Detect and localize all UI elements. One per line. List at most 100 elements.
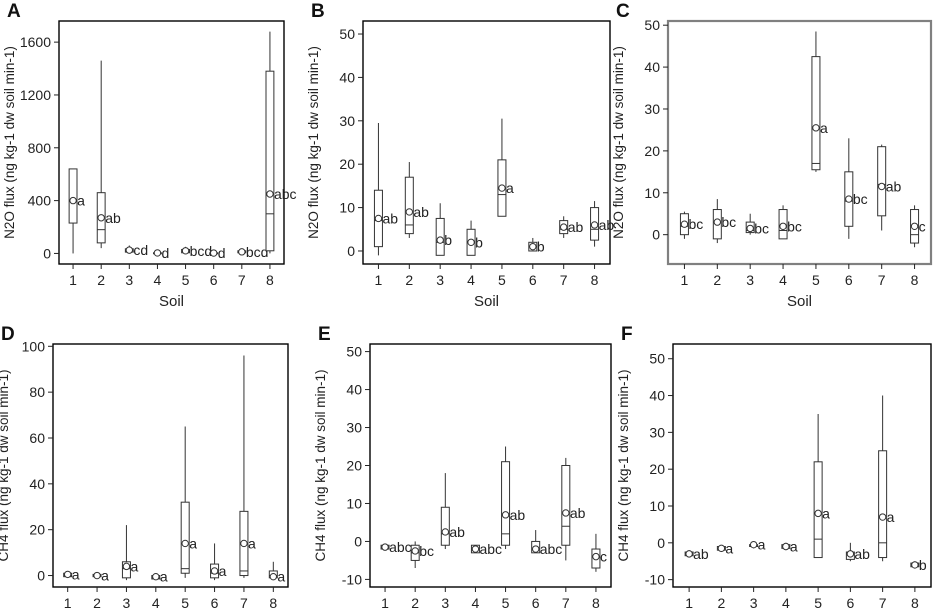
box-mean-marker [266,190,274,198]
box-mean-marker [846,550,855,558]
x-tick-label: 2 [93,595,101,611]
significance-letter: b [919,557,927,573]
significance-letter: cd [133,242,148,258]
y-tick-label: 0 [657,535,665,551]
box-mean-marker [471,545,480,553]
box-mean-marker [562,509,570,517]
box-body [501,461,511,546]
box-mean-marker [97,214,105,222]
significance-letter: abc [274,186,297,202]
significance-letter: b [537,239,545,255]
panel-label-C: C [616,1,630,22]
significance-letter: bc [787,218,802,234]
significance-letter: a [189,535,197,551]
significance-letter: a [790,539,798,555]
x-tick-label: 6 [846,595,854,611]
x-tick-label: 8 [592,595,600,611]
box-mean-marker [559,223,568,231]
significance-letter: abc [389,539,412,555]
significance-letter: ab [693,546,709,562]
x-tick-label: 7 [879,595,887,611]
x-tick-label: 1 [375,272,383,288]
significance-letter: abc [540,541,563,557]
y-tick-label: 20 [644,143,660,159]
y-tick-label: 10 [649,498,665,514]
y-tick-label: 30 [644,101,660,117]
x-tick-label: 5 [814,595,822,611]
significance-letter: ab [886,178,902,194]
y-axis-title: N2O flux (ng kg-1 dw soil min-1) [611,46,626,239]
x-tick-label: 4 [779,272,787,288]
x-tick-label: 7 [560,272,568,288]
x-axis-title: Soil [159,293,184,310]
y-axis-title: CH4 flux (ng kg-1 dw soil min-1) [616,369,631,561]
y-tick-label: 40 [346,382,362,398]
significance-letter: b [475,234,483,250]
significance-letter: ab [570,505,586,521]
y-tick-label: 10 [346,495,362,511]
x-tick-label: 2 [97,272,105,288]
x-tick-label: 3 [125,272,133,288]
x-tick-label: 3 [750,595,758,611]
box-mean-marker [181,539,189,548]
x-tick-label: 6 [210,272,218,288]
significance-letter: a [219,563,227,579]
x-tick-label: 6 [211,595,219,611]
panel-label-B: B [311,1,325,22]
y-tick-label: 20 [346,458,362,474]
significance-letter: ab [854,546,870,562]
y-tick-label: 50 [346,344,362,360]
plot-frame [362,20,611,265]
panel-label-F: F [621,324,633,345]
significance-letter: a [160,569,168,585]
y-tick-label: 400 [28,193,52,209]
y-tick-label: 0 [37,568,45,584]
box-mean-marker [845,195,853,203]
x-axis-title: Soil [787,293,812,310]
box-mean-marker [498,184,506,192]
significance-letter: a [72,566,80,582]
x-tick-label: 5 [182,272,190,288]
x-tick-label: 7 [240,595,248,611]
box-mean-marker [405,208,414,216]
box-mean-marker [436,236,444,244]
box-mean-marker [93,571,101,580]
significance-letter: bc [721,214,736,230]
significance-letter: ab [413,204,429,220]
significance-letter: ab [510,507,526,523]
y-tick-label: 1200 [20,87,51,103]
box-body [180,501,190,574]
box-mean-marker [122,562,131,571]
significance-letter: c [919,218,926,234]
box-mean-marker [411,547,419,555]
y-tick-label: 20 [649,461,665,477]
x-tick-label: 2 [717,595,725,611]
box-body [878,450,888,559]
x-tick-label: 4 [154,272,162,288]
box-mean-marker [590,221,599,229]
plot-frame [666,19,933,266]
box-mean-marker [680,220,689,228]
x-tick-label: 3 [441,595,449,611]
box-body [877,146,887,217]
significance-letter: a [725,540,733,556]
y-tick-label: 0 [354,533,362,549]
box-mean-marker [374,214,383,223]
box-mean-marker [877,182,886,191]
x-tick-label: 8 [911,272,919,288]
x-tick-label: 5 [502,595,510,611]
box-mean-marker [814,509,822,518]
x-tick-label: 1 [681,272,689,288]
significance-letter: bc [688,216,703,232]
x-tick-label: 4 [472,595,480,611]
significance-letter: a [248,535,256,551]
box-body [811,56,821,171]
y-axis-title: CH4 flux (ng kg-1 dw soil min-1) [0,369,11,561]
box-body [265,70,275,252]
x-tick-label: 7 [562,595,570,611]
significance-letter: a [130,558,138,574]
y-tick-label: 10 [339,200,355,216]
box-mean-marker [441,528,450,536]
significance-letter: a [277,569,285,585]
box-body [561,465,571,546]
